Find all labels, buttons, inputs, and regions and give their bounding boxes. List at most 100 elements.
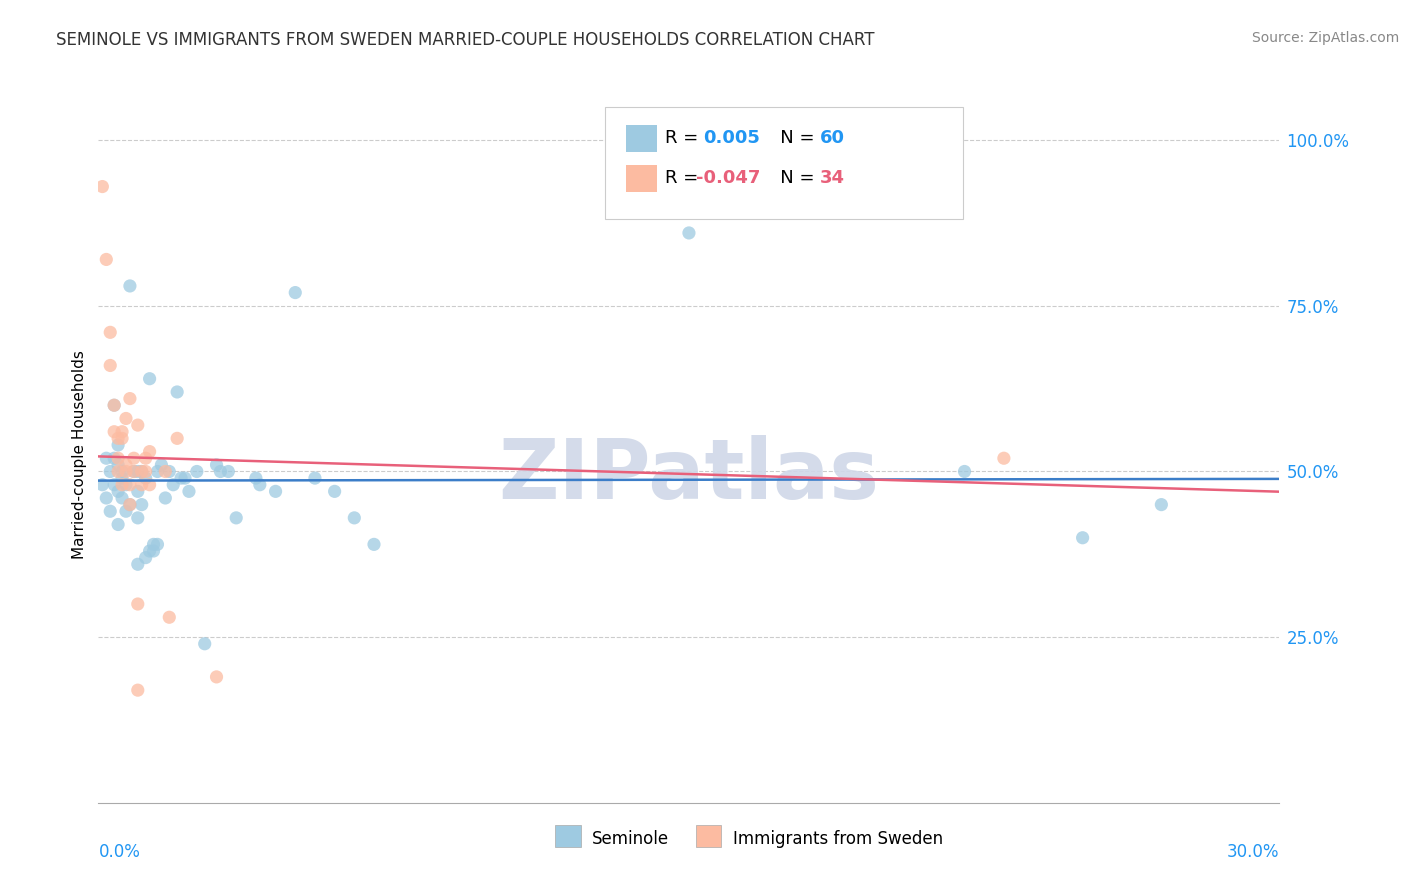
Point — [177, 484, 200, 499]
Point — [118, 498, 141, 512]
Point — [118, 279, 141, 293]
Point — [166, 431, 188, 445]
Y-axis label: Married-couple Households: Married-couple Households — [72, 351, 87, 559]
Point — [127, 683, 149, 698]
Text: 0.005: 0.005 — [703, 129, 759, 147]
Point — [107, 438, 129, 452]
Point — [323, 484, 346, 499]
Point — [194, 637, 217, 651]
Point — [155, 491, 177, 505]
Point — [157, 610, 180, 624]
Text: R =: R = — [665, 129, 710, 147]
Point — [138, 544, 160, 558]
Point — [284, 285, 307, 300]
Point — [111, 477, 134, 491]
Point — [170, 471, 193, 485]
Point — [127, 558, 149, 572]
Point — [245, 471, 267, 485]
Text: 60: 60 — [820, 129, 845, 147]
Point — [115, 504, 138, 518]
Point — [343, 511, 366, 525]
Point — [138, 372, 160, 386]
Point — [146, 537, 169, 551]
Point — [363, 537, 385, 551]
Point — [107, 517, 129, 532]
Point — [107, 484, 129, 499]
Point — [264, 484, 287, 499]
Point — [131, 465, 153, 479]
Point — [91, 477, 114, 491]
Point — [96, 451, 118, 466]
Text: N =: N = — [763, 169, 821, 187]
Point — [1071, 531, 1094, 545]
Point — [103, 477, 125, 491]
Point — [115, 477, 138, 491]
Point — [127, 465, 149, 479]
Text: Source: ZipAtlas.com: Source: ZipAtlas.com — [1251, 31, 1399, 45]
Point — [135, 550, 157, 565]
Point — [186, 465, 208, 479]
Point — [131, 465, 153, 479]
Point — [111, 425, 134, 439]
Point — [98, 359, 121, 373]
Point — [127, 511, 149, 525]
Point — [205, 458, 228, 472]
Text: ZIPatlas: ZIPatlas — [499, 435, 879, 516]
Point — [111, 431, 134, 445]
Text: 30.0%: 30.0% — [1227, 843, 1279, 861]
Point — [166, 384, 188, 399]
Point — [138, 477, 160, 491]
Point — [135, 451, 157, 466]
Point — [115, 465, 138, 479]
Point — [111, 465, 134, 479]
Point — [96, 491, 118, 505]
Point — [96, 252, 118, 267]
Point — [107, 451, 129, 466]
Point — [103, 398, 125, 412]
Point — [111, 471, 134, 485]
Point — [118, 498, 141, 512]
Point — [103, 451, 125, 466]
Point — [98, 326, 121, 340]
Point — [107, 431, 129, 445]
Point — [98, 504, 121, 518]
Point — [135, 465, 157, 479]
Point — [678, 226, 700, 240]
Text: SEMINOLE VS IMMIGRANTS FROM SWEDEN MARRIED-COUPLE HOUSEHOLDS CORRELATION CHART: SEMINOLE VS IMMIGRANTS FROM SWEDEN MARRI… — [56, 31, 875, 49]
Text: -0.047: -0.047 — [696, 169, 761, 187]
Point — [953, 465, 976, 479]
Point — [162, 477, 184, 491]
Text: 34: 34 — [820, 169, 845, 187]
Point — [304, 471, 326, 485]
Point — [122, 451, 145, 466]
Point — [111, 491, 134, 505]
Point — [174, 471, 197, 485]
Point — [146, 465, 169, 479]
Point — [127, 484, 149, 499]
Point — [98, 465, 121, 479]
Text: Seminole: Seminole — [592, 830, 669, 848]
Text: 0.0%: 0.0% — [98, 843, 141, 861]
Point — [122, 465, 145, 479]
Point — [118, 392, 141, 406]
Point — [131, 498, 153, 512]
Point — [122, 465, 145, 479]
Point — [115, 458, 138, 472]
Point — [217, 465, 239, 479]
Text: R =: R = — [665, 169, 704, 187]
Point — [249, 477, 271, 491]
Point — [107, 465, 129, 479]
Point — [142, 544, 165, 558]
Point — [225, 511, 247, 525]
Point — [115, 411, 138, 425]
Point — [103, 425, 125, 439]
Point — [993, 451, 1015, 466]
Point — [103, 398, 125, 412]
Point — [142, 537, 165, 551]
Point — [131, 477, 153, 491]
Point — [107, 458, 129, 472]
Point — [127, 597, 149, 611]
Point — [135, 471, 157, 485]
Point — [157, 465, 180, 479]
Point — [205, 670, 228, 684]
